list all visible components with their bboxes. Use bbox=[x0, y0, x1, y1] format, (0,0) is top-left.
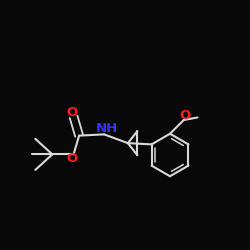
Text: NH: NH bbox=[96, 122, 118, 135]
Text: O: O bbox=[67, 106, 78, 119]
Text: O: O bbox=[180, 109, 191, 122]
Text: O: O bbox=[67, 152, 78, 166]
